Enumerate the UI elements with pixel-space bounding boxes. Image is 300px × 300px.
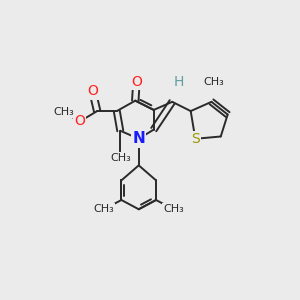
Text: O: O [74,115,85,128]
Text: N: N [132,131,145,146]
Text: S: S [191,132,200,146]
Text: H: H [174,75,184,89]
Text: CH₃: CH₃ [110,153,130,163]
Text: CH₃: CH₃ [94,204,115,214]
Text: O: O [131,75,142,89]
Text: CH₃: CH₃ [163,204,184,214]
Text: CH₃: CH₃ [53,107,74,117]
Text: CH₃: CH₃ [203,77,224,87]
Text: O: O [87,84,98,98]
